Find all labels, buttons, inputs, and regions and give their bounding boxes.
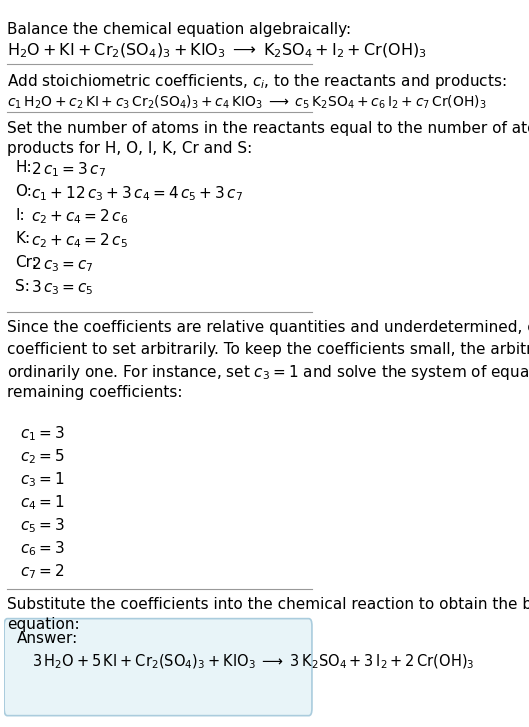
Text: $2\,c_3 = c_7$: $2\,c_3 = c_7$: [31, 255, 94, 273]
Text: $c_2 + c_4 = 2\,c_6$: $c_2 + c_4 = 2\,c_6$: [31, 207, 128, 226]
Text: $c_7 = 2$: $c_7 = 2$: [20, 563, 64, 582]
Text: $c_2 + c_4 = 2\,c_5$: $c_2 + c_4 = 2\,c_5$: [31, 231, 127, 250]
Text: $c_4 = 1$: $c_4 = 1$: [20, 494, 65, 513]
FancyBboxPatch shape: [4, 619, 312, 715]
Text: Since the coefficients are relative quantities and underdetermined, choose a: Since the coefficients are relative quan…: [7, 321, 529, 335]
Text: $c_2 = 5$: $c_2 = 5$: [20, 448, 65, 466]
Text: K:: K:: [15, 231, 30, 246]
Text: Balance the chemical equation algebraically:: Balance the chemical equation algebraica…: [7, 22, 351, 37]
Text: $c_5 = 3$: $c_5 = 3$: [20, 517, 65, 535]
Text: $c_3 = 1$: $c_3 = 1$: [20, 470, 65, 489]
Text: O:: O:: [15, 184, 32, 198]
Text: $c_1 + 12\,c_3 + 3\,c_4 = 4\,c_5 + 3\,c_7$: $c_1 + 12\,c_3 + 3\,c_4 = 4\,c_5 + 3\,c_…: [31, 184, 243, 203]
Text: products for H, O, I, K, Cr and S:: products for H, O, I, K, Cr and S:: [7, 141, 252, 156]
Text: $c_1 = 3$: $c_1 = 3$: [20, 425, 65, 443]
Text: S:: S:: [15, 278, 30, 294]
Text: Cr:: Cr:: [15, 255, 37, 270]
Text: I:: I:: [15, 207, 25, 222]
Text: $3\,\mathrm{H_2O} + 5\,\mathrm{KI} + \mathrm{Cr_2(SO_4)_3} + \mathrm{KIO_3} \;\l: $3\,\mathrm{H_2O} + 5\,\mathrm{KI} + \ma…: [32, 652, 475, 671]
Text: remaining coefficients:: remaining coefficients:: [7, 385, 183, 400]
Text: ordinarily one. For instance, set $c_3 = 1$ and solve the system of equations fo: ordinarily one. For instance, set $c_3 =…: [7, 364, 529, 382]
Text: Set the number of atoms in the reactants equal to the number of atoms in the: Set the number of atoms in the reactants…: [7, 121, 529, 136]
Text: Add stoichiometric coefficients, $c_i$, to the reactants and products:: Add stoichiometric coefficients, $c_i$, …: [7, 73, 507, 92]
Text: $c_6 = 3$: $c_6 = 3$: [20, 539, 65, 558]
Text: $3\,c_3 = c_5$: $3\,c_3 = c_5$: [31, 278, 93, 297]
Text: $c_1\,\mathrm{H_2O} + c_2\,\mathrm{KI} + c_3\,\mathrm{Cr_2(SO_4)_3} + c_4\,\math: $c_1\,\mathrm{H_2O} + c_2\,\mathrm{KI} +…: [7, 93, 487, 111]
Text: H:: H:: [15, 160, 32, 175]
Text: Substitute the coefficients into the chemical reaction to obtain the balanced: Substitute the coefficients into the che…: [7, 597, 529, 612]
Text: equation:: equation:: [7, 617, 80, 632]
Text: coefficient to set arbitrarily. To keep the coefficients small, the arbitrary va: coefficient to set arbitrarily. To keep …: [7, 342, 529, 357]
Text: $2\,c_1 = 3\,c_7$: $2\,c_1 = 3\,c_7$: [31, 160, 106, 179]
Text: Answer:: Answer:: [16, 631, 78, 646]
Text: $\mathrm{H_2O + KI + Cr_2(SO_4)_3 + KIO_3 \;\longrightarrow\; K_2SO_4 + I_2 + Cr: $\mathrm{H_2O + KI + Cr_2(SO_4)_3 + KIO_…: [7, 41, 427, 60]
